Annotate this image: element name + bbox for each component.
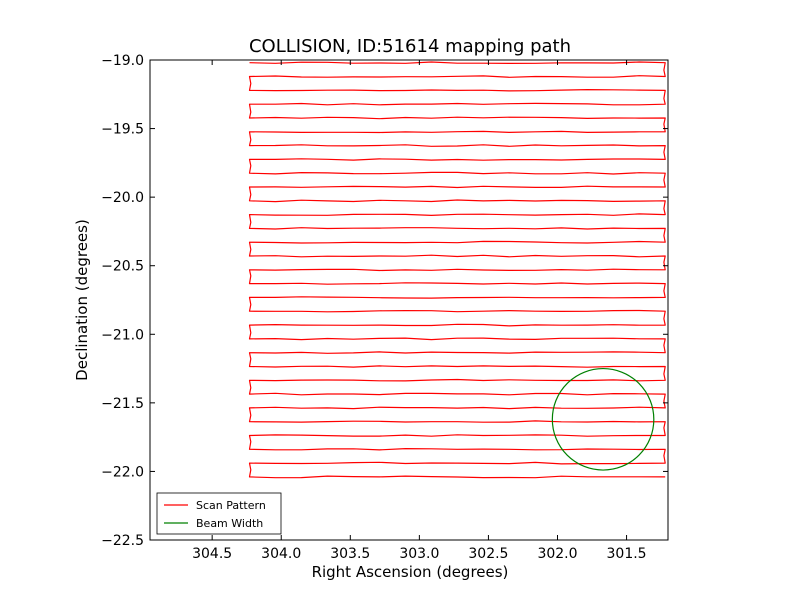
legend-box bbox=[156, 492, 282, 535]
x-axis: 304.5 304.0 303.5 303.0 302.5 302.0 301.5 bbox=[192, 60, 647, 562]
legend-label-scan: Scan Pattern bbox=[196, 499, 266, 512]
x-tick-label: 304.0 bbox=[261, 546, 301, 562]
x-tick-label: 302.5 bbox=[468, 546, 508, 562]
y-tick-label: −22.5 bbox=[101, 533, 144, 549]
x-tick-label: 303.0 bbox=[399, 546, 439, 562]
y-axis: −19.0 −19.5 −20.0 −20.5 −21.0 −21.5 −22.0 −22.5 bbox=[101, 53, 668, 549]
x-tick-label: 304.5 bbox=[192, 546, 232, 562]
x-tick-label: 302.0 bbox=[537, 546, 577, 562]
legend-label-beam: Beam Width bbox=[196, 517, 263, 530]
x-tick-label: 303.5 bbox=[330, 546, 370, 562]
y-tick-label: −21.0 bbox=[101, 327, 144, 343]
y-tick-label: −20.0 bbox=[101, 190, 144, 206]
plot-frame bbox=[149, 59, 669, 541]
y-tick-label: −21.5 bbox=[101, 396, 144, 412]
x-axis-label: Right Ascension (degrees) bbox=[312, 563, 509, 581]
y-axis-label: Declination (degrees) bbox=[73, 219, 91, 381]
y-tick-label: −19.0 bbox=[101, 53, 144, 69]
y-tick-label: −19.5 bbox=[101, 122, 144, 138]
y-tick-label: −22.0 bbox=[101, 464, 144, 480]
scan-pattern-line bbox=[248, 61, 666, 479]
legend: Scan Pattern Beam Width bbox=[156, 492, 282, 535]
beam-width-circle bbox=[551, 367, 655, 471]
chart-title: COLLISION, ID:51614 mapping path bbox=[249, 36, 571, 57]
plot-data bbox=[248, 61, 666, 479]
x-tick-label: 301.5 bbox=[607, 546, 647, 562]
y-tick-label: −20.5 bbox=[101, 259, 144, 275]
